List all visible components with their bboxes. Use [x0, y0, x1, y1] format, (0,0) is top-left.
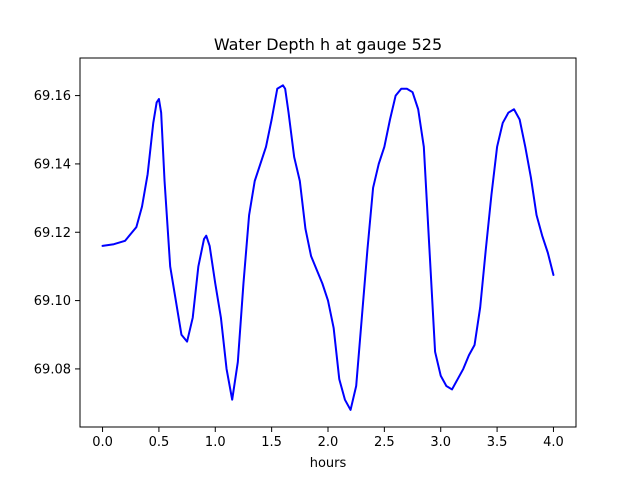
x-tick-label: 4.0 [543, 435, 564, 450]
series-line-0 [101, 84, 555, 411]
x-tick-label: 0.0 [92, 435, 113, 450]
x-axis-label: hours [310, 456, 347, 471]
plot-area [101, 84, 555, 411]
x-tick-label: 2.5 [374, 435, 395, 450]
x-tick-label: 2.0 [318, 435, 339, 450]
y-tick-label: 69.16 [34, 89, 71, 104]
x-tick-label: 1.5 [261, 435, 282, 450]
y-tick-label: 69.08 [34, 362, 71, 377]
axes: 0.0 0.5 1.0 1.5 2.0 2.5 3.0 3.5 4.0 69.08 69.10 69.… [34, 57, 577, 450]
y-tick-label: 69.14 [34, 157, 71, 172]
x-tick-label: 1.0 [205, 435, 226, 450]
x-tick-label: 0.5 [149, 435, 170, 450]
x-tick-label: 3.5 [487, 435, 508, 450]
y-tick-label: 69.10 [34, 294, 71, 309]
chart-title: Water Depth h at gauge 525 [214, 35, 442, 54]
y-tick-label: 69.12 [34, 226, 71, 241]
x-tick-label: 3.0 [430, 435, 451, 450]
